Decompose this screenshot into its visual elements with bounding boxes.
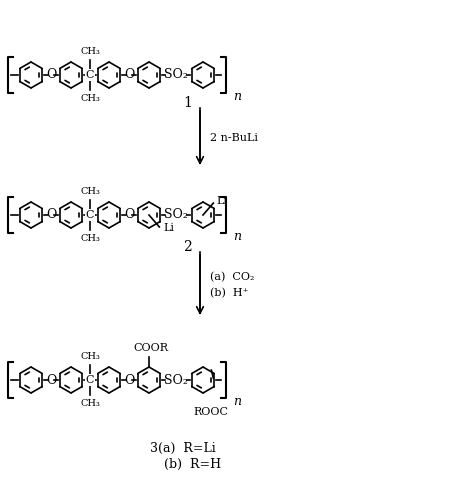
- Text: SO₂: SO₂: [164, 374, 188, 386]
- Text: 1: 1: [183, 96, 192, 110]
- Text: C: C: [86, 210, 94, 220]
- Text: C: C: [86, 375, 94, 385]
- Text: CH₃: CH₃: [80, 47, 100, 56]
- Text: O: O: [46, 68, 56, 82]
- Text: CH₃: CH₃: [80, 187, 100, 196]
- Text: CH₃: CH₃: [80, 399, 100, 408]
- Text: (b)  R=H: (b) R=H: [164, 458, 221, 470]
- Text: Li: Li: [163, 223, 174, 233]
- Text: O: O: [46, 208, 56, 222]
- Text: n: n: [233, 90, 241, 103]
- Text: C: C: [86, 70, 94, 80]
- Text: 3(a)  R=Li: 3(a) R=Li: [150, 442, 216, 454]
- Text: (a)  CO₂: (a) CO₂: [210, 272, 254, 282]
- Text: n: n: [233, 395, 241, 408]
- Text: SO₂: SO₂: [164, 208, 188, 222]
- Text: O: O: [124, 68, 134, 82]
- Text: 2: 2: [183, 240, 192, 254]
- Text: 2 n-BuLi: 2 n-BuLi: [210, 133, 258, 143]
- Text: n: n: [233, 230, 241, 243]
- Text: CH₃: CH₃: [80, 94, 100, 103]
- Text: Li: Li: [216, 196, 227, 206]
- Text: O: O: [124, 208, 134, 222]
- Text: SO₂: SO₂: [164, 68, 188, 82]
- Text: COOR: COOR: [134, 343, 168, 353]
- Text: (b)  H⁺: (b) H⁺: [210, 288, 249, 298]
- Text: O: O: [46, 374, 56, 386]
- Text: ROOC: ROOC: [194, 407, 228, 417]
- Text: O: O: [124, 374, 134, 386]
- Text: CH₃: CH₃: [80, 234, 100, 243]
- Text: CH₃: CH₃: [80, 352, 100, 361]
